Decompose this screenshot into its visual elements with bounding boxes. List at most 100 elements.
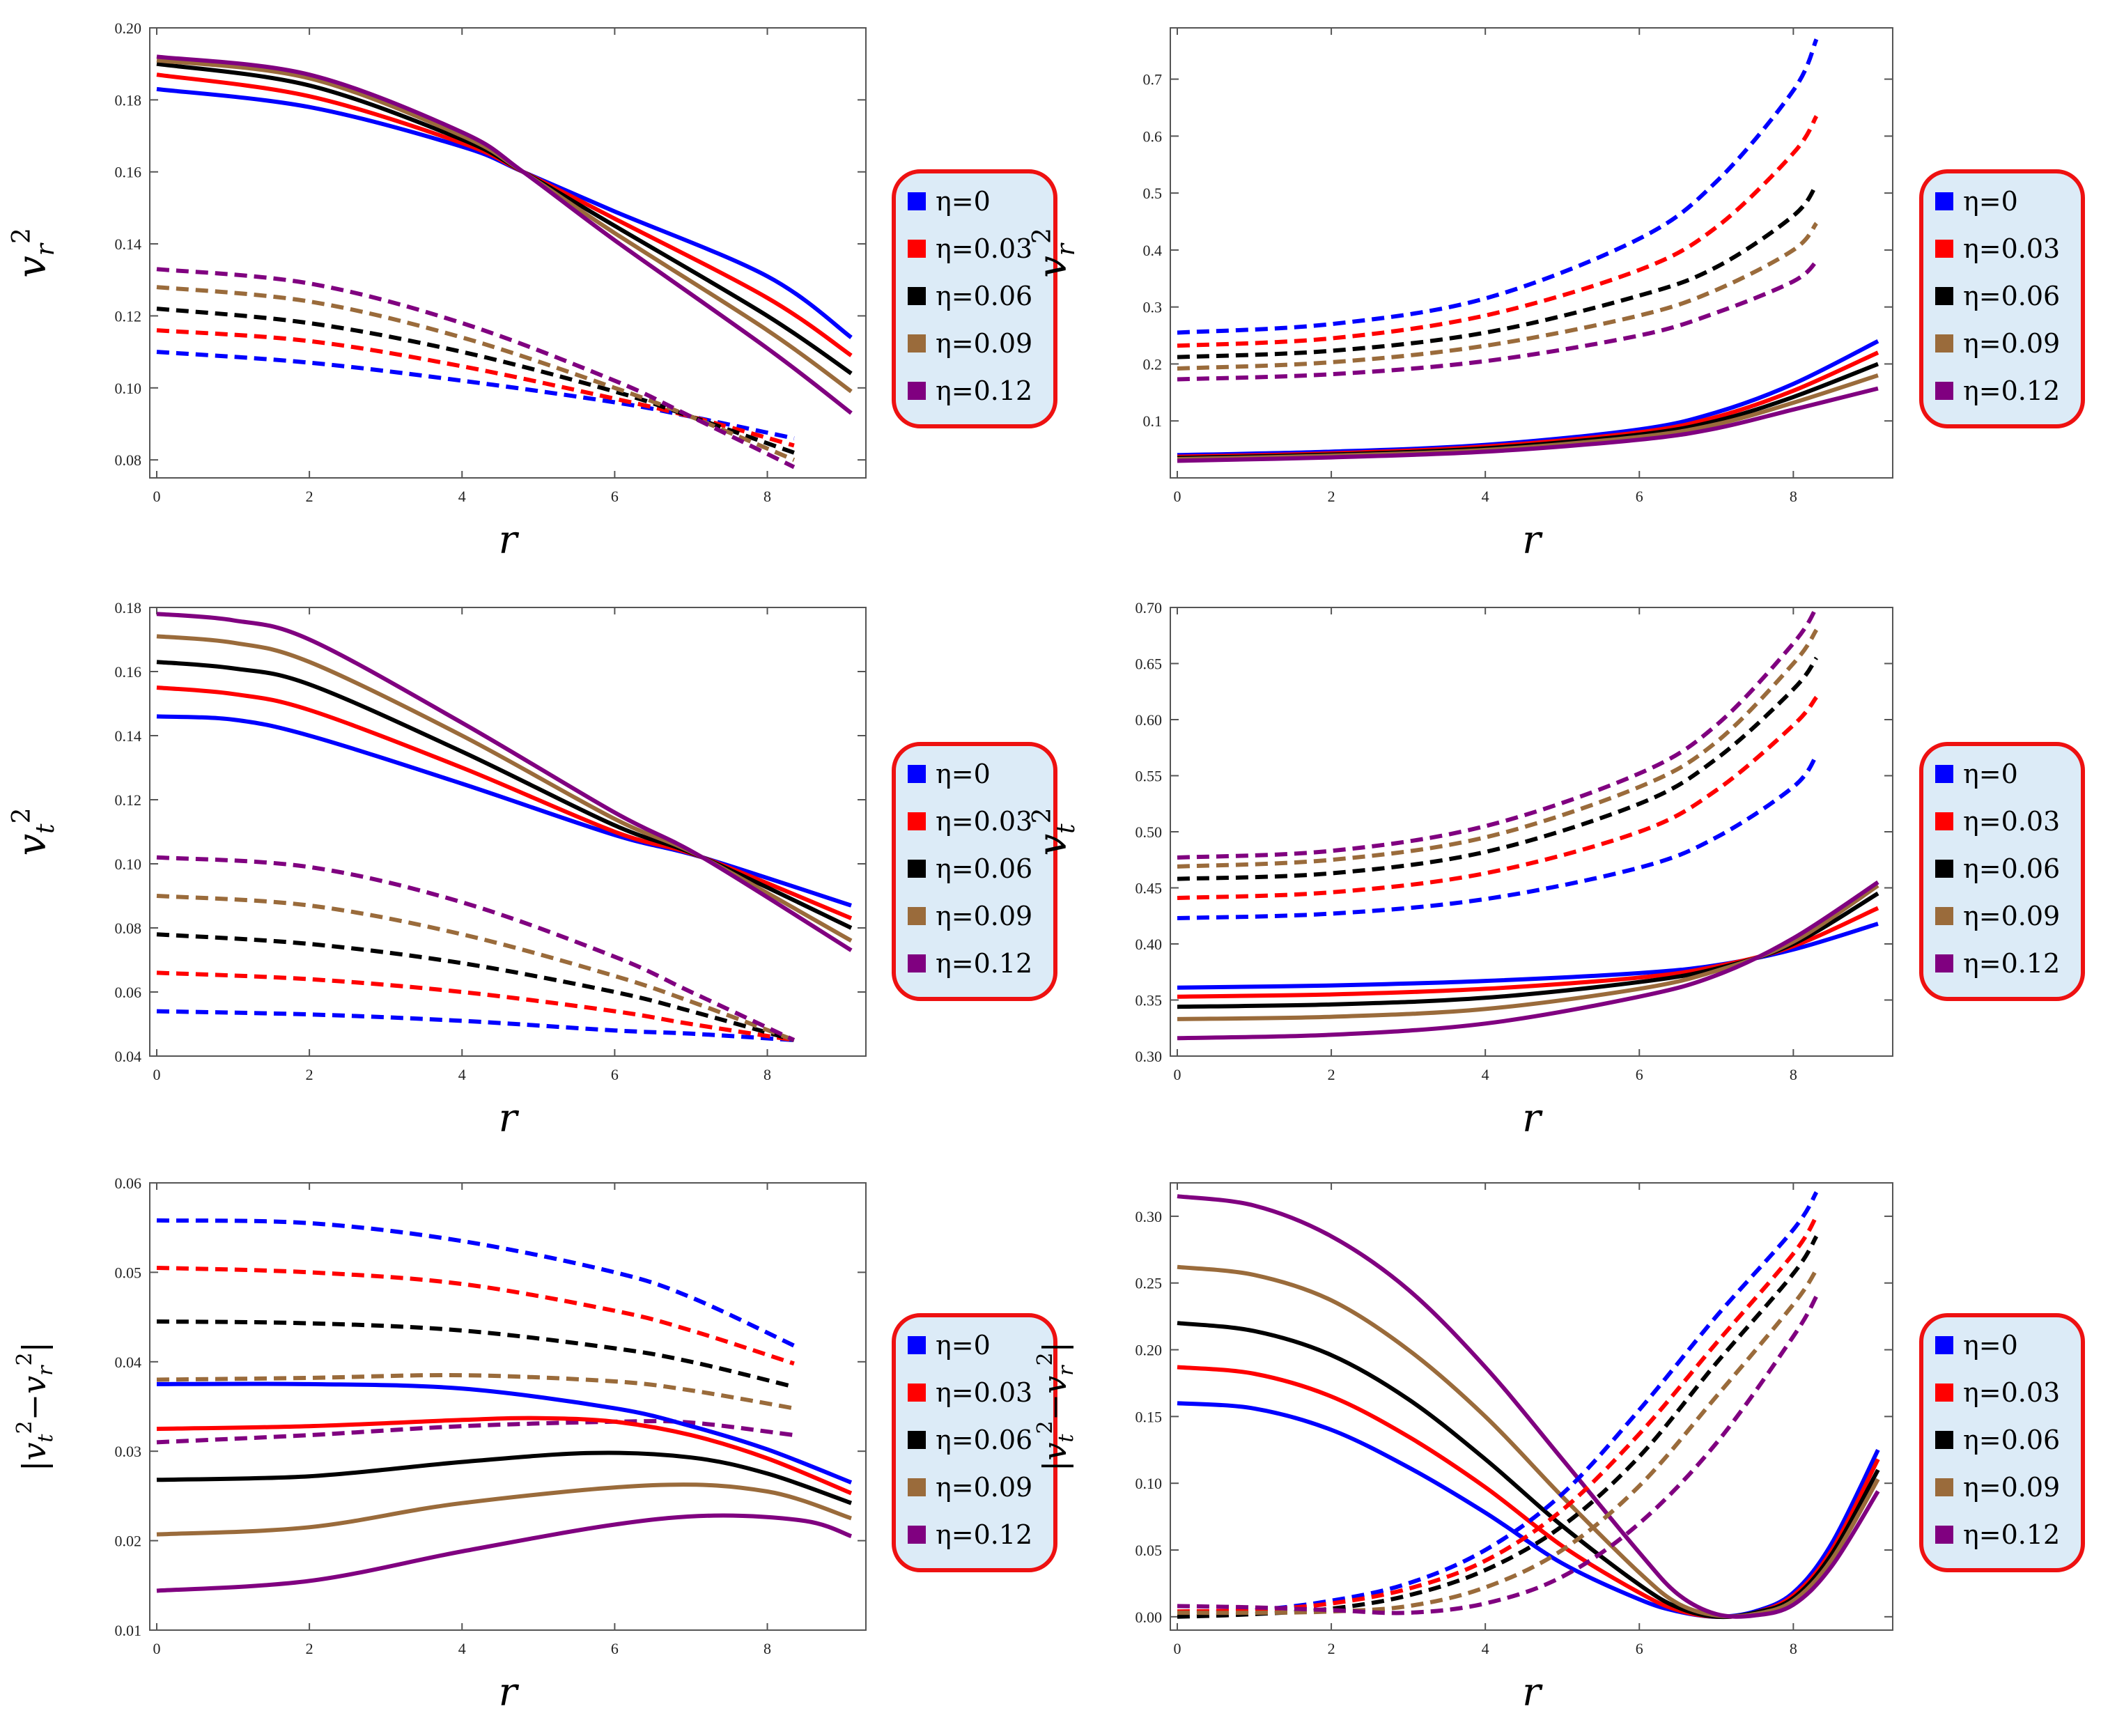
legend-swatch bbox=[1935, 287, 1953, 305]
y-tick-label: 0.70 bbox=[1135, 599, 1163, 617]
series-line--0.12-dashed bbox=[156, 855, 796, 1042]
series-line--0.06-solid bbox=[1177, 1321, 1880, 1620]
y-tick-label: 0.18 bbox=[115, 599, 142, 617]
legend-label: η=0.06 bbox=[936, 1425, 1032, 1455]
legend-swatch bbox=[1935, 860, 1953, 878]
plot-frame bbox=[149, 607, 867, 1057]
series-line--0.03-solid bbox=[156, 1416, 853, 1496]
y-tick-label: 0.10 bbox=[1135, 1475, 1163, 1492]
x-tick-label: 8 bbox=[1790, 1066, 1797, 1083]
legend-swatch bbox=[1935, 1526, 1953, 1544]
series-line--0.12-solid bbox=[1177, 880, 1879, 1041]
series-line--0.03-dashed bbox=[1177, 1215, 1819, 1614]
series-line--0-dashed bbox=[156, 350, 795, 441]
legend-swatch bbox=[908, 1336, 926, 1354]
y-tick-label: 0.55 bbox=[1135, 768, 1163, 785]
x-tick-label: 8 bbox=[1790, 1640, 1797, 1657]
series-line--0-solid bbox=[156, 86, 853, 339]
legend-swatch bbox=[1935, 192, 1953, 210]
y-axis-label: vr2 bbox=[8, 228, 60, 278]
y-tick-label: 0.40 bbox=[1135, 936, 1163, 953]
y-tick-label: 0.04 bbox=[115, 1354, 142, 1371]
y-tick-label: 0.00 bbox=[1135, 1609, 1163, 1626]
x-tick-label: 4 bbox=[458, 488, 466, 505]
series-line--0.06-dashed bbox=[156, 1319, 795, 1389]
legend-label: η=0 bbox=[1963, 1330, 2018, 1361]
legend-box bbox=[892, 742, 1057, 1001]
legend-swatch bbox=[908, 907, 926, 925]
legend-swatch bbox=[1935, 1478, 1953, 1496]
x-tick-label: 2 bbox=[1328, 1066, 1335, 1083]
legend-swatch bbox=[1935, 240, 1953, 258]
y-tick-label: 0.30 bbox=[1135, 1208, 1163, 1225]
y-tick-label: 0.4 bbox=[1143, 242, 1163, 259]
legend-swatch bbox=[908, 192, 926, 210]
series-line--0-solid bbox=[1177, 922, 1879, 990]
legend: η=0 η=0.03 η=0.06 η=0.09 η=0.12 bbox=[892, 1313, 1057, 1572]
series-line--0-solid bbox=[156, 1381, 853, 1485]
series-line--0.03-dashed bbox=[156, 328, 795, 448]
legend-label: η=0.09 bbox=[936, 1472, 1032, 1503]
series-line--0.09-solid bbox=[156, 634, 853, 943]
x-tick-label: 6 bbox=[611, 1640, 619, 1657]
legend-label: η=0.09 bbox=[1963, 328, 2060, 359]
x-axis-label: r bbox=[1522, 1670, 1543, 1715]
legend-swatch bbox=[908, 1384, 926, 1402]
legend: η=0 η=0.03 η=0.06 η=0.09 η=0.12 bbox=[1919, 742, 2085, 1001]
legend-box bbox=[892, 169, 1057, 428]
legend-label: η=0.09 bbox=[936, 901, 1032, 931]
y-tick-label: 0.2 bbox=[1143, 355, 1163, 373]
series-line--0.09-dashed bbox=[156, 285, 796, 462]
x-axis-label: r bbox=[1522, 1096, 1543, 1141]
x-tick-label: 4 bbox=[458, 1640, 466, 1657]
x-tick-label: 6 bbox=[1636, 1066, 1643, 1083]
y-tick-label: 0.5 bbox=[1143, 185, 1163, 202]
series-line--0.03-dashed bbox=[1177, 695, 1818, 900]
y-tick-label: 0.65 bbox=[1135, 656, 1163, 673]
legend: η=0 η=0.03 η=0.06 η=0.09 η=0.12 bbox=[1919, 169, 2085, 428]
legend-swatch bbox=[1935, 954, 1953, 972]
series-line--0.09-solid bbox=[1177, 373, 1879, 461]
series-line--0.12-solid bbox=[156, 54, 853, 415]
y-tick-label: 0.30 bbox=[1135, 1048, 1163, 1065]
x-tick-label: 8 bbox=[763, 1640, 771, 1657]
y-tick-label: 0.10 bbox=[115, 855, 142, 873]
x-tick-label: 2 bbox=[1328, 1640, 1335, 1657]
legend-label: η=0.03 bbox=[936, 1377, 1032, 1408]
series-line--0.12-solid bbox=[1177, 386, 1879, 463]
legend-label: η=0.09 bbox=[1963, 901, 2060, 931]
y-tick-label: 0.01 bbox=[115, 1622, 142, 1639]
legend-label: η=0 bbox=[936, 1330, 991, 1361]
legend-label: η=0.06 bbox=[936, 281, 1032, 311]
legend-label: η=0.03 bbox=[936, 233, 1032, 264]
legend-swatch bbox=[908, 954, 926, 972]
chart-panel-4: 0 2 4 6 8 0.30 0.35 0.40 0.45 0.50 0.55 0.60 0.65 0.7… bbox=[1028, 599, 2085, 1141]
series-line--0.03-dashed bbox=[156, 970, 795, 1042]
y-tick-label: 0.15 bbox=[1135, 1408, 1163, 1425]
chart-panel-5: 0 2 4 6 8 0.01 0.02 0.03 0.04 0.05 0.06 r |vt2−vr2| η… bbox=[13, 1175, 1057, 1715]
series-line--0.06-dashed bbox=[1177, 656, 1819, 881]
legend-swatch bbox=[908, 1431, 926, 1449]
series-line--0.03-solid bbox=[156, 72, 853, 357]
legend-swatch bbox=[1935, 1384, 1953, 1402]
legend-swatch bbox=[908, 765, 926, 783]
y-tick-label: 0.10 bbox=[115, 380, 142, 397]
series-line--0-solid bbox=[1177, 1401, 1880, 1619]
series-line--0.09-dashed bbox=[1177, 222, 1818, 371]
legend-box bbox=[1919, 169, 2085, 428]
legend-label: η=0.12 bbox=[1963, 375, 2060, 406]
y-tick-label: 0.12 bbox=[115, 791, 142, 809]
plot-frame bbox=[1170, 607, 1893, 1057]
series-line--0.03-dashed bbox=[156, 1266, 795, 1366]
x-tick-label: 8 bbox=[1790, 488, 1797, 505]
y-tick-label: 0.05 bbox=[115, 1264, 142, 1281]
series-line--0.09-dashed bbox=[156, 1372, 795, 1411]
legend-box bbox=[892, 1313, 1057, 1572]
legend-label: η=0.12 bbox=[1963, 1519, 2060, 1550]
legend-box bbox=[1919, 742, 2085, 1001]
y-axis-label: |vt2−vr2| bbox=[1033, 1342, 1078, 1471]
chart-panel-3: 0 2 4 6 8 0.04 0.06 0.08 0.10 0.12 0.14 0.16 0.18 r vt… bbox=[8, 599, 1057, 1141]
legend-label: η=0.12 bbox=[1963, 948, 2060, 979]
y-axis-label: vt2 bbox=[8, 807, 60, 855]
